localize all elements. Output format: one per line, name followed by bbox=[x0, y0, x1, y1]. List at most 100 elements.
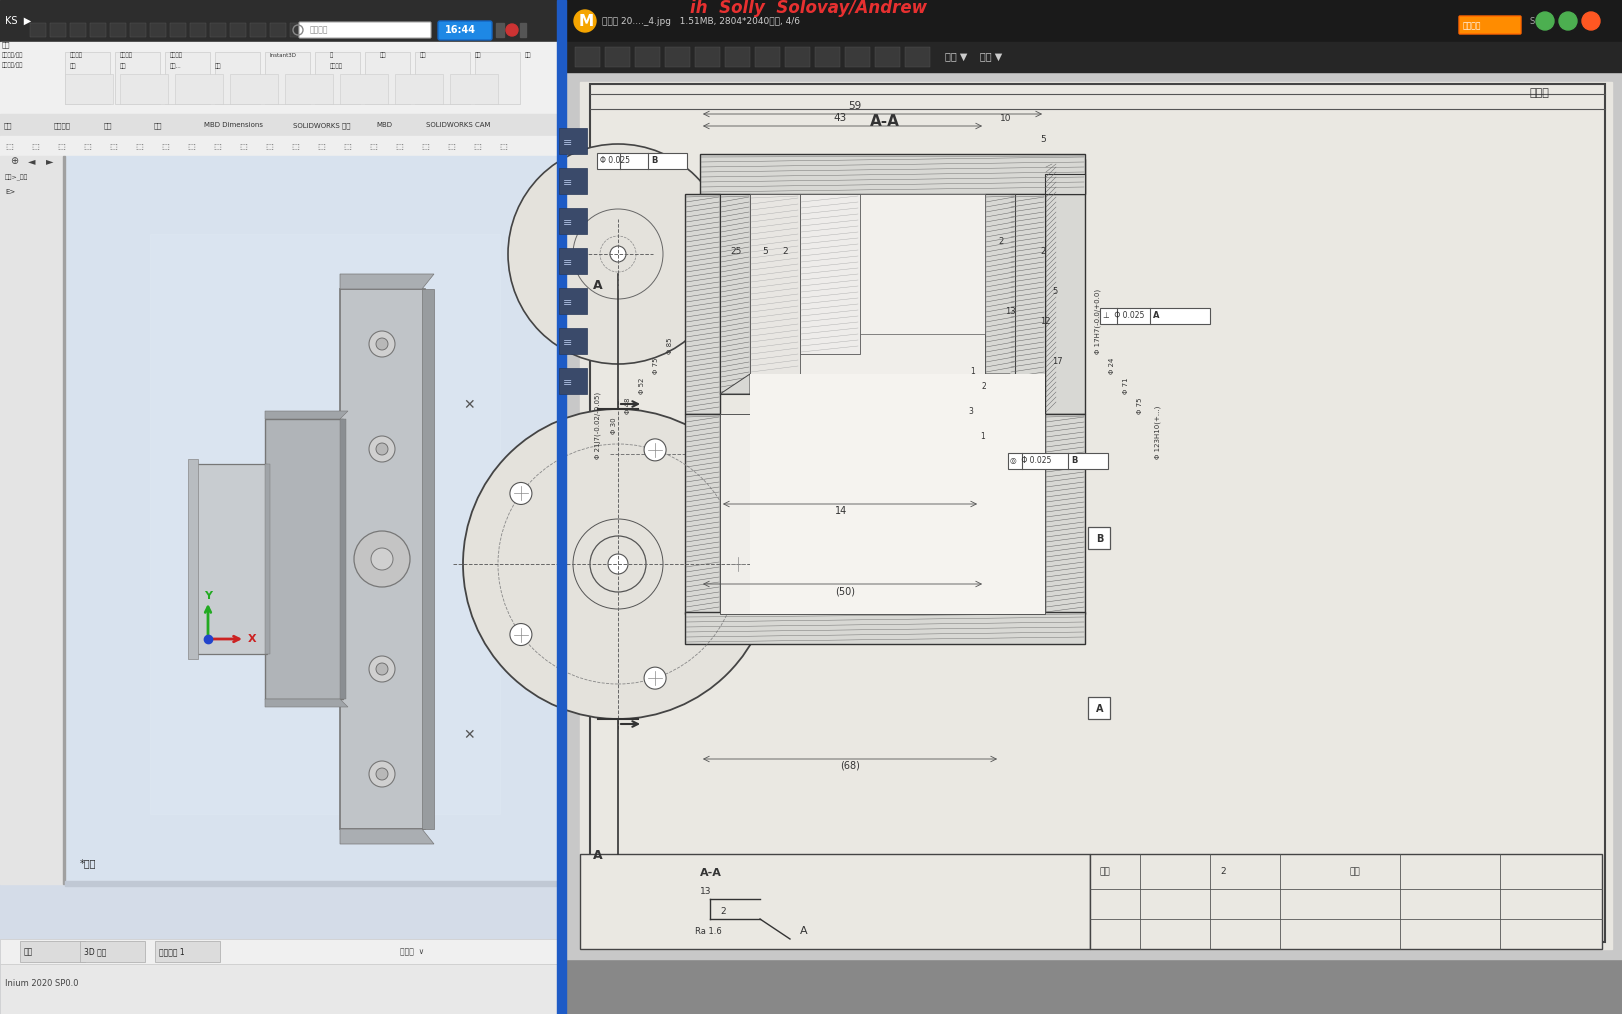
Bar bbox=[874, 47, 900, 67]
Bar bbox=[905, 47, 929, 67]
Bar bbox=[70, 23, 86, 37]
Text: 17: 17 bbox=[1053, 357, 1062, 366]
Bar bbox=[175, 74, 222, 104]
Text: ⬚: ⬚ bbox=[500, 142, 506, 151]
Bar bbox=[115, 52, 161, 104]
Text: *前视: *前视 bbox=[79, 858, 96, 868]
Text: A-A: A-A bbox=[701, 868, 722, 878]
Text: 14: 14 bbox=[835, 506, 847, 516]
Bar bbox=[216, 52, 260, 104]
Circle shape bbox=[376, 663, 388, 675]
Bar bbox=[566, 72, 1622, 959]
Text: M: M bbox=[579, 14, 594, 29]
Bar bbox=[0, 0, 560, 1014]
Text: ◄: ◄ bbox=[28, 156, 36, 166]
Text: S: S bbox=[1530, 17, 1536, 26]
Text: 评估: 评估 bbox=[154, 122, 162, 129]
Bar bbox=[720, 414, 1045, 614]
Text: MBD Dimensions: MBD Dimensions bbox=[204, 122, 263, 128]
Bar bbox=[29, 23, 45, 37]
Circle shape bbox=[644, 667, 667, 690]
Text: 曲线: 曲线 bbox=[216, 64, 222, 69]
Text: SOLIDWORKS CAM: SOLIDWORKS CAM bbox=[427, 122, 490, 128]
Text: 43: 43 bbox=[834, 113, 847, 123]
Bar bbox=[1088, 527, 1109, 549]
Bar bbox=[110, 23, 127, 37]
Circle shape bbox=[1581, 12, 1599, 30]
Circle shape bbox=[509, 624, 532, 646]
Circle shape bbox=[462, 409, 774, 719]
Text: ≡: ≡ bbox=[563, 378, 573, 388]
Circle shape bbox=[368, 656, 396, 682]
Text: ⬚: ⬚ bbox=[83, 142, 91, 151]
Circle shape bbox=[368, 436, 396, 462]
Text: ⬚: ⬚ bbox=[31, 142, 39, 151]
Text: 3D 视图: 3D 视图 bbox=[84, 947, 107, 956]
Bar bbox=[209, 23, 225, 37]
Circle shape bbox=[608, 554, 628, 574]
Circle shape bbox=[368, 760, 396, 787]
Text: A: A bbox=[1153, 311, 1160, 320]
Bar bbox=[556, 0, 566, 1014]
Bar bbox=[560, 208, 587, 234]
Bar bbox=[0, 136, 560, 156]
Text: ⬚: ⬚ bbox=[290, 142, 298, 151]
Bar bbox=[725, 47, 749, 67]
Text: 13: 13 bbox=[701, 887, 712, 896]
Text: Y: Y bbox=[204, 591, 212, 601]
Bar bbox=[1045, 159, 1085, 414]
Bar bbox=[195, 464, 268, 654]
Bar bbox=[566, 0, 1622, 1014]
Text: ◎  Φ 0.025: ◎ Φ 0.025 bbox=[1011, 456, 1051, 465]
Bar bbox=[0, 964, 560, 1014]
Bar bbox=[749, 194, 800, 374]
Text: Inium 2020 SP0.0: Inium 2020 SP0.0 bbox=[5, 979, 78, 988]
Bar bbox=[684, 414, 720, 614]
Bar bbox=[749, 374, 1045, 614]
Text: 运动算例 1: 运动算例 1 bbox=[159, 947, 185, 956]
Text: 直接编辑: 直接编辑 bbox=[54, 122, 71, 129]
Text: ⬚: ⬚ bbox=[161, 142, 169, 151]
Text: Φ 71: Φ 71 bbox=[1122, 377, 1129, 394]
Text: 默认>_显示: 默认>_显示 bbox=[5, 174, 28, 180]
Bar bbox=[0, 939, 560, 964]
Bar bbox=[188, 459, 198, 659]
Bar bbox=[341, 419, 345, 699]
Bar bbox=[1045, 174, 1085, 194]
FancyBboxPatch shape bbox=[298, 22, 431, 38]
Text: B: B bbox=[1071, 456, 1077, 465]
Text: ⬚: ⬚ bbox=[5, 142, 13, 151]
Text: 1: 1 bbox=[970, 367, 975, 376]
Bar bbox=[149, 23, 165, 37]
Text: 造型: 造型 bbox=[24, 947, 32, 956]
Text: A: A bbox=[594, 279, 603, 292]
Text: ⊕: ⊕ bbox=[10, 156, 18, 166]
Text: 序号: 序号 bbox=[1100, 867, 1111, 876]
Text: 边界切除: 边界切除 bbox=[170, 53, 183, 58]
Text: ≡: ≡ bbox=[563, 338, 573, 348]
Text: 抽壳: 抽壳 bbox=[475, 53, 482, 58]
Bar bbox=[845, 47, 869, 67]
Bar bbox=[597, 153, 688, 169]
Circle shape bbox=[506, 24, 517, 37]
Bar bbox=[1007, 453, 1108, 469]
Bar bbox=[1100, 308, 1210, 324]
Bar bbox=[0, 0, 560, 42]
Bar bbox=[315, 52, 360, 104]
Circle shape bbox=[644, 439, 667, 461]
Circle shape bbox=[727, 553, 749, 575]
Text: 2: 2 bbox=[998, 237, 1004, 246]
Text: 2: 2 bbox=[981, 382, 986, 391]
Text: ≡: ≡ bbox=[563, 218, 573, 228]
Bar bbox=[449, 74, 498, 104]
Text: 3: 3 bbox=[968, 407, 973, 416]
Text: E>: E> bbox=[5, 189, 15, 195]
Bar bbox=[800, 194, 860, 354]
Bar bbox=[684, 612, 1085, 644]
Bar bbox=[754, 47, 780, 67]
Text: KS  ▶: KS ▶ bbox=[5, 16, 31, 26]
Bar bbox=[985, 194, 1015, 374]
Bar bbox=[250, 23, 266, 37]
Text: 16:44: 16:44 bbox=[444, 25, 475, 35]
Text: 名称: 名称 bbox=[1350, 867, 1361, 876]
